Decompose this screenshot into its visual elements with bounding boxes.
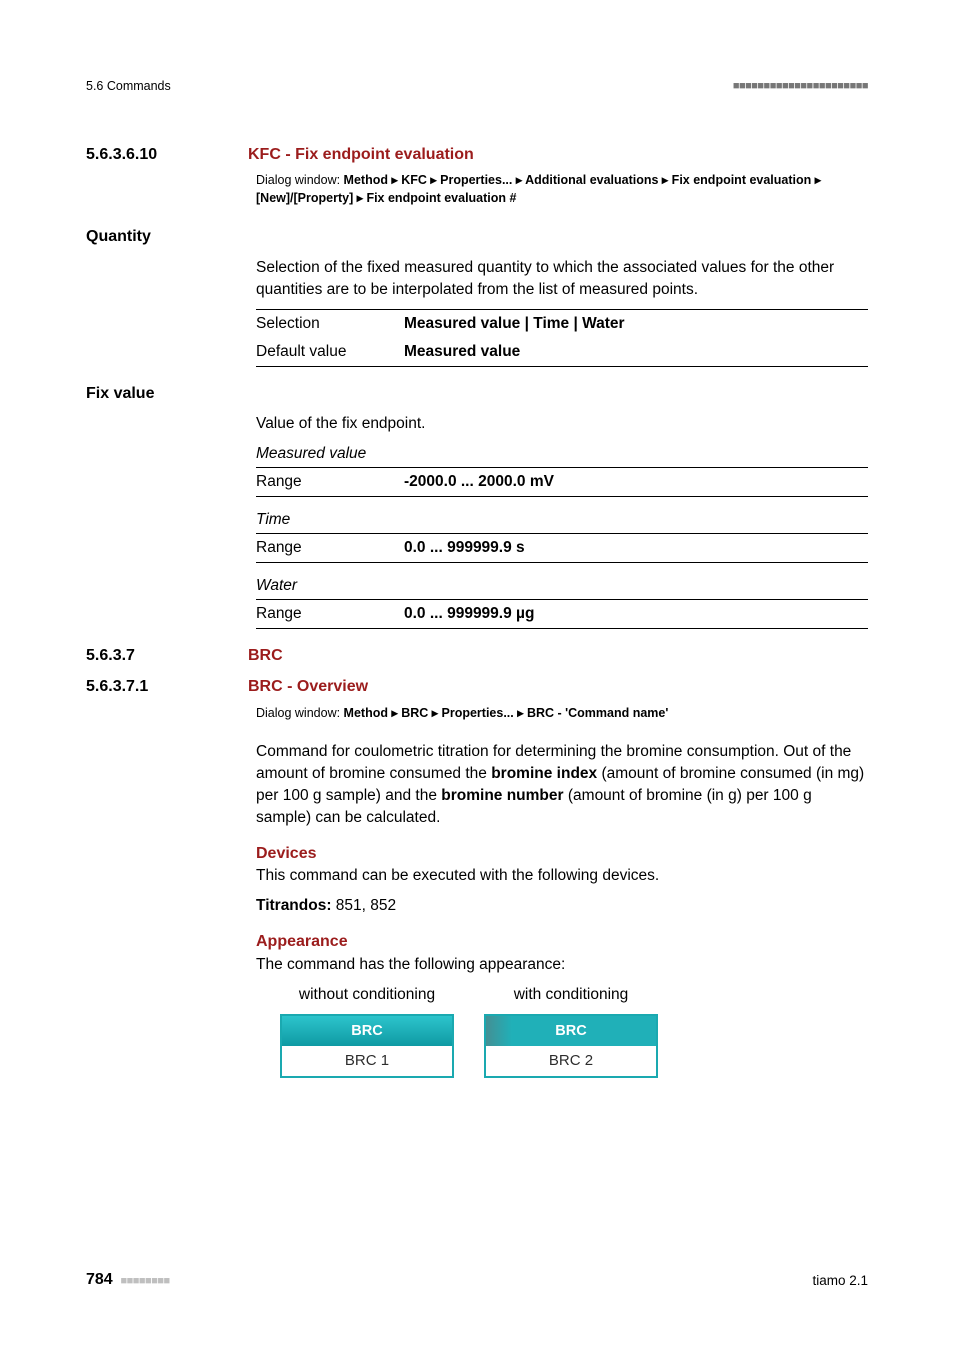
quantity-desc: Selection of the fixed measured quantity… [256, 257, 868, 301]
breadcrumb-7-1-label: Dialog window: [256, 706, 344, 720]
breadcrumb-7-1: Dialog window: Method ▸ BRC ▸ Properties… [256, 705, 868, 723]
quantity-heading: Quantity [86, 226, 868, 249]
q-row1-val: Measured value | Time | Water [404, 309, 868, 338]
caption-2: with conditioning [514, 984, 629, 1006]
header-section: 5.6 Commands [86, 78, 171, 96]
fixvalue-heading: Fix value [86, 383, 868, 406]
footer-dots-icon: ■■■■■■■■ [120, 1275, 169, 1287]
quantity-table: SelectionMeasured value | Time | Water D… [256, 309, 868, 367]
breadcrumb-label: Dialog window: [256, 173, 344, 187]
devices-heading: Devices [256, 843, 868, 866]
appearance-para: The command has the following appearance… [256, 954, 868, 976]
w-label: Water [256, 575, 868, 597]
q-row1-label: Selection [256, 309, 404, 338]
section-number: 5.6.3.6.10 [86, 144, 230, 167]
t-label: Time [256, 509, 868, 531]
w-range-label: Range [256, 600, 404, 629]
appearance-col-2: with conditioning BRC BRC 2 [484, 984, 658, 1078]
brc-box-1-top: BRC [282, 1016, 452, 1046]
footer-right: tiamo 2.1 [812, 1271, 868, 1290]
mv-table: Range-2000.0 ... 2000.0 mV [256, 467, 868, 497]
sec71-number: 5.6.3.7.1 [86, 676, 230, 699]
brc-para: Command for coulometric titration for de… [256, 741, 868, 829]
appearance-col-1: without conditioning BRC BRC 1 [280, 984, 454, 1078]
t-range-label: Range [256, 534, 404, 563]
page-footer: 784 ■■■■■■■■ tiamo 2.1 [86, 1269, 868, 1292]
brc-box-2: BRC BRC 2 [484, 1014, 658, 1078]
section-heading-7: 5.6.3.7 BRC [86, 645, 868, 668]
brc-box-2-top: BRC [486, 1016, 656, 1046]
section-heading-6-10: 5.6.3.6.10 KFC - Fix endpoint evaluation [86, 144, 868, 167]
section-heading-7-1: 5.6.3.7.1 BRC - Overview [86, 676, 868, 699]
q-row2-label: Default value [256, 338, 404, 367]
page-number: 784 [86, 1271, 113, 1288]
fixvalue-desc: Value of the fix endpoint. [256, 413, 868, 435]
breadcrumb: Dialog window: Method ▸ KFC ▸ Properties… [256, 172, 868, 208]
sec7-number: 5.6.3.7 [86, 645, 230, 668]
mv-label: Measured value [256, 443, 868, 465]
mv-range-label: Range [256, 468, 404, 497]
page-header: 5.6 Commands ■■■■■■■■■■■■■■■■■■■■■■ [86, 78, 868, 96]
sec7-title: BRC [248, 645, 283, 668]
devices-para: This command can be executed with the fo… [256, 865, 868, 887]
titrandos-label: Titrandos: [256, 897, 332, 914]
appearance-row: without conditioning BRC BRC 1 with cond… [280, 984, 868, 1078]
q-row2-val: Measured value [404, 338, 868, 367]
header-dots-icon: ■■■■■■■■■■■■■■■■■■■■■■ [733, 79, 868, 95]
sec71-title: BRC - Overview [248, 676, 368, 699]
w-table: Range0.0 ... 999999.9 µg [256, 599, 868, 629]
breadcrumb-7-1-path: Method ▸ BRC ▸ Properties... ▸ BRC - 'Co… [344, 706, 669, 720]
caption-1: without conditioning [299, 984, 435, 1006]
t-range: 0.0 ... 999999.9 s [404, 534, 868, 563]
section-title: KFC - Fix endpoint evaluation [248, 144, 474, 167]
appearance-heading: Appearance [256, 931, 868, 954]
footer-left: 784 ■■■■■■■■ [86, 1269, 170, 1292]
titrandos-line: Titrandos: 851, 852 [256, 895, 868, 917]
titrandos-value: 851, 852 [332, 897, 397, 914]
t-table: Range0.0 ... 999999.9 s [256, 533, 868, 563]
w-range: 0.0 ... 999999.9 µg [404, 600, 868, 629]
p1b: bromine index [491, 765, 597, 782]
brc-box-1-bot: BRC 1 [282, 1046, 452, 1076]
brc-box-2-bot: BRC 2 [486, 1046, 656, 1076]
mv-range: -2000.0 ... 2000.0 mV [404, 468, 868, 497]
brc-box-1: BRC BRC 1 [280, 1014, 454, 1078]
p1d: bromine number [441, 787, 563, 804]
